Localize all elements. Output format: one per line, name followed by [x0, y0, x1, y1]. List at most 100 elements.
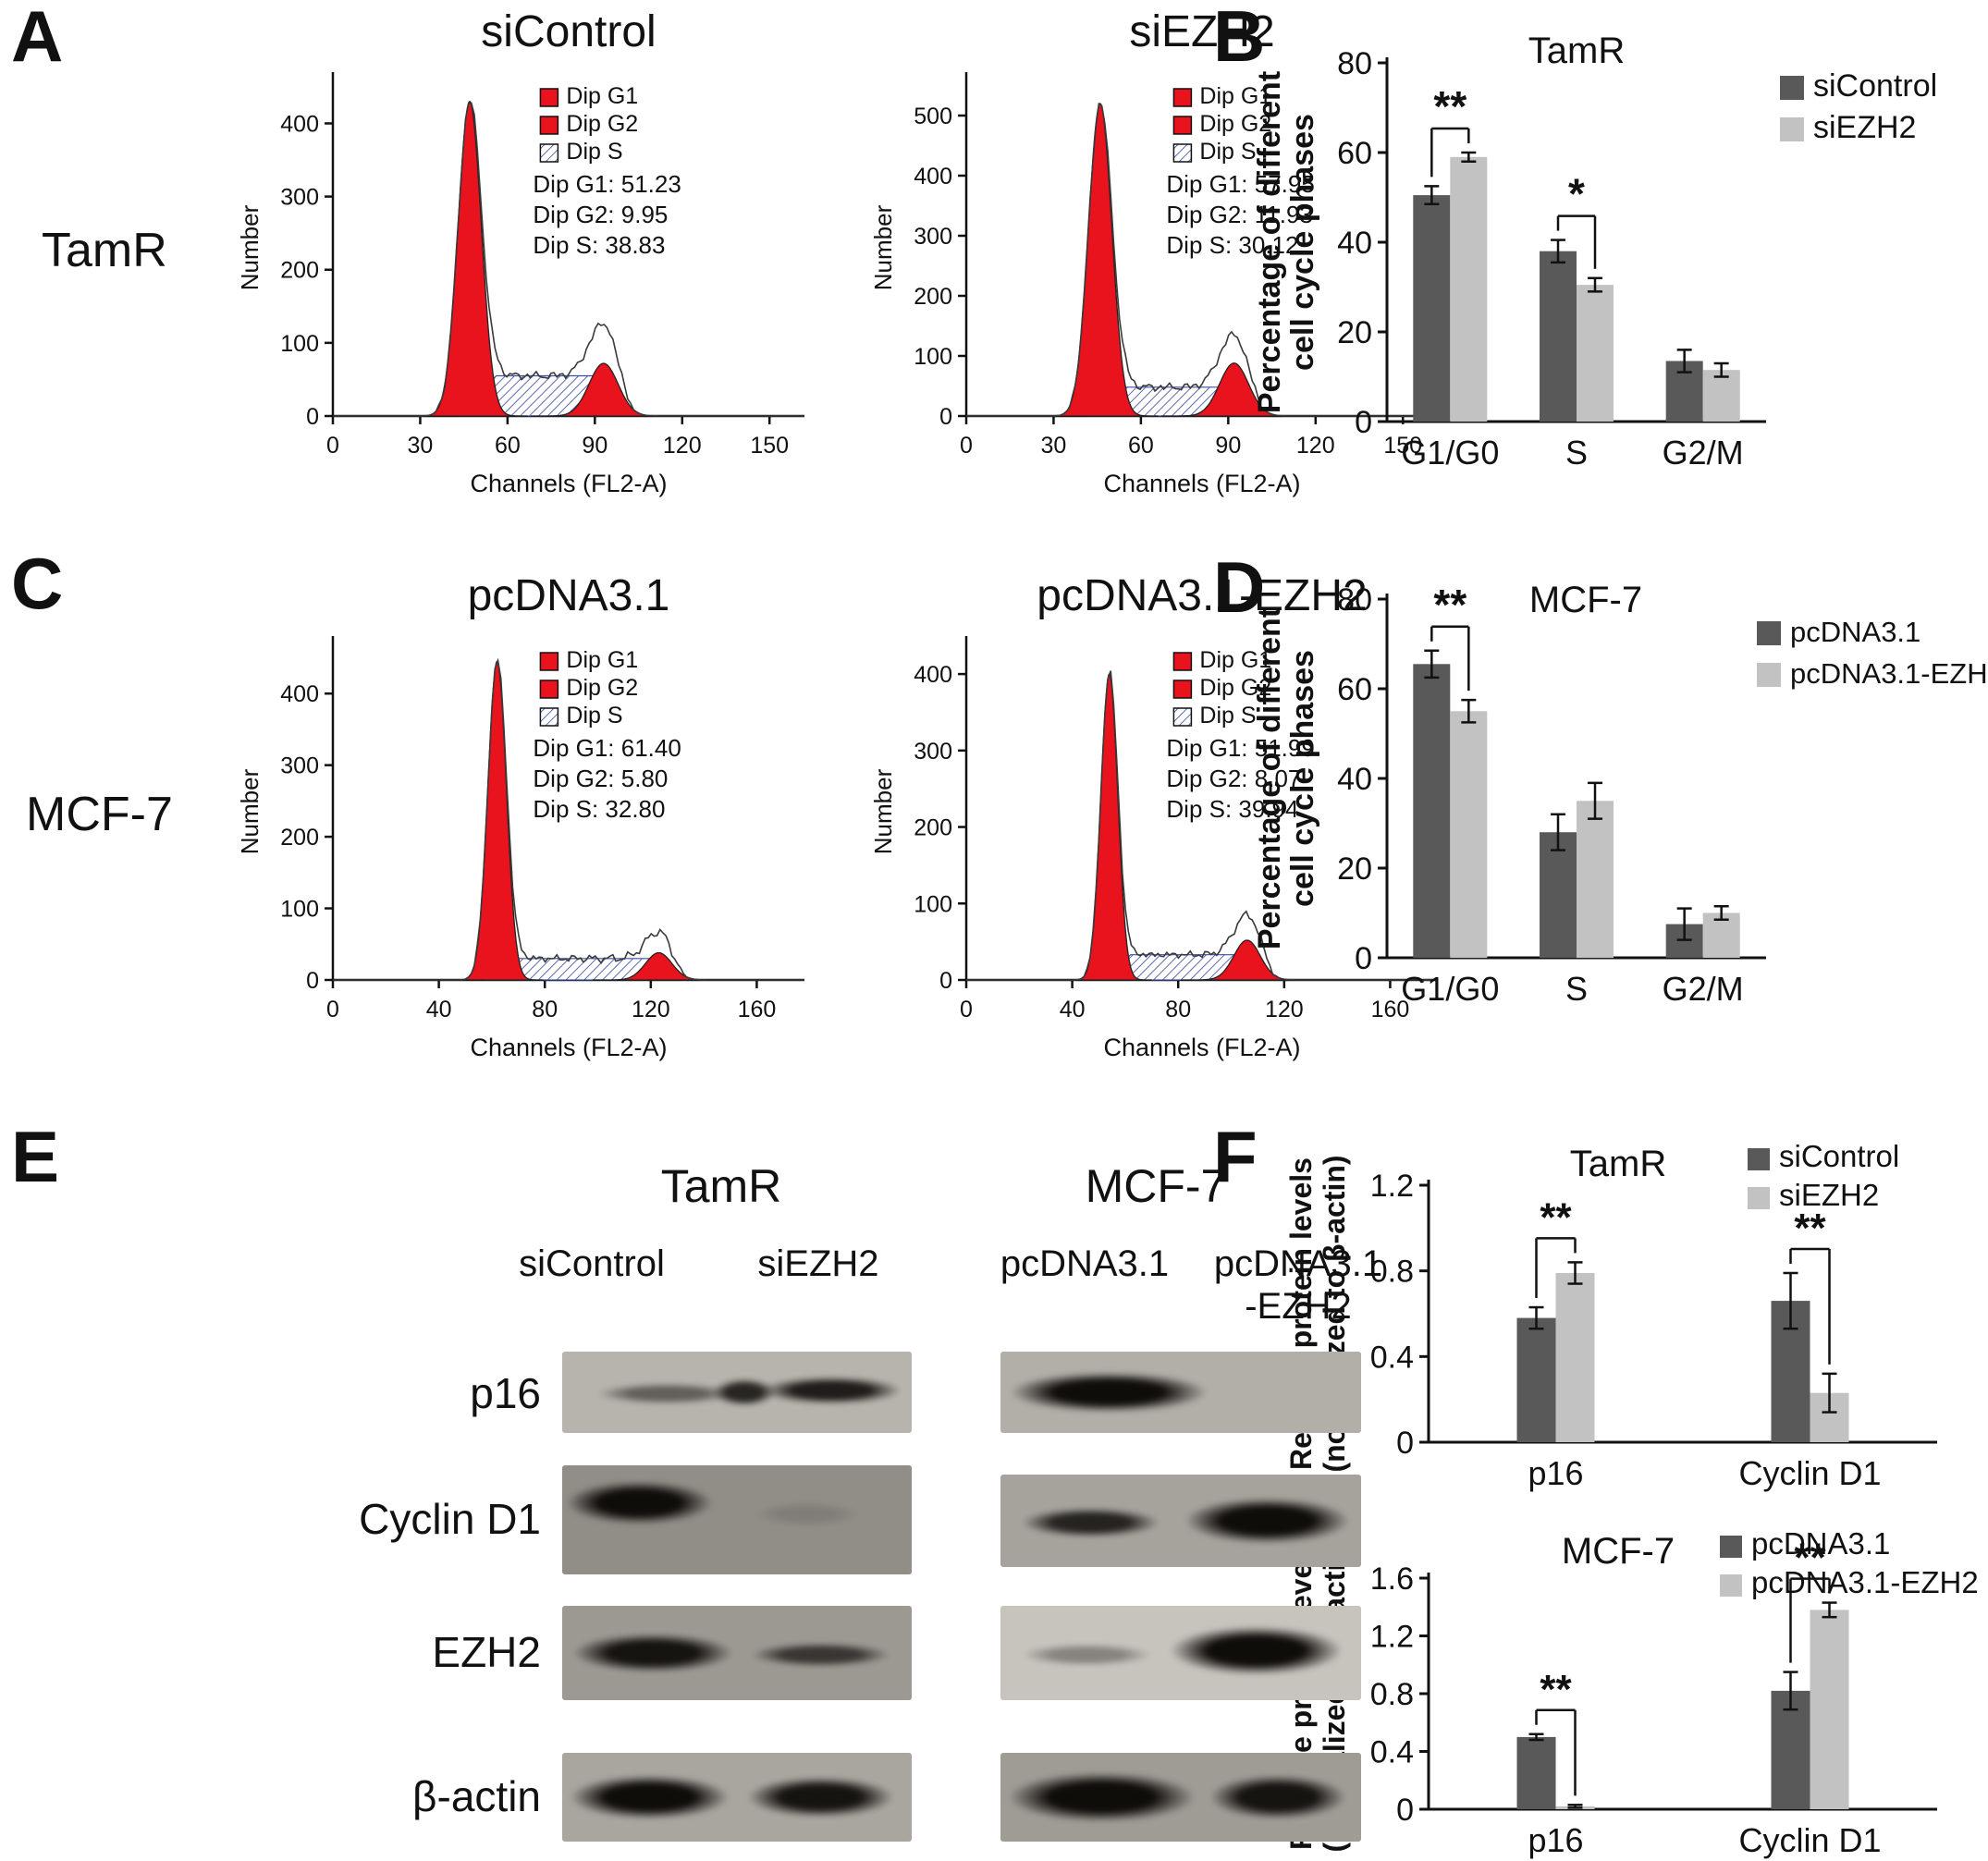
blot-band	[747, 1776, 895, 1818]
flow-histogram-svg: 0 100 200 300 400 0 30 60 90 120 150 Number Channels…	[236, 72, 804, 497]
chart-text: 120	[1296, 433, 1335, 459]
bar	[1540, 832, 1577, 958]
panel-label-d: D	[1213, 546, 1266, 628]
chart-text: 300	[914, 739, 952, 765]
chart-text: 0	[939, 968, 952, 994]
blot-image-p16-tamr	[562, 1352, 912, 1433]
blot-image-ezh2-tamr	[562, 1606, 912, 1700]
significance-marker: **	[1433, 581, 1466, 629]
flow-plot-mcf7-pcdna31: pcDNA3.1 0 100 200 300 400 0 40 80 120 160 Number C…	[227, 569, 818, 1070]
legend-label: pcDNA3.1-EZH2	[1751, 1565, 1979, 1599]
chart-text: 200	[280, 825, 319, 851]
legend-swatch	[1172, 707, 1193, 727]
legend-swatch	[1720, 1574, 1742, 1597]
histogram-region	[1041, 103, 1159, 417]
chart-title: MCF-7	[1529, 580, 1642, 620]
legend-swatch	[1720, 1536, 1742, 1558]
chart-text: 0	[326, 997, 339, 1022]
chart-text: 0	[939, 404, 952, 430]
chart-text: 400	[914, 164, 952, 190]
dip-stat: Dip G1: 61.40	[533, 734, 681, 762]
chart-text: 0.8	[1370, 1255, 1414, 1290]
chart-text: 150	[1383, 433, 1422, 459]
chart-text: 500	[914, 104, 952, 129]
chart-text: 0	[306, 404, 319, 430]
blot-row-label-ezh2: EZH2	[432, 1628, 541, 1676]
chart-text: 90	[1215, 433, 1241, 459]
category-label: p16	[1528, 1821, 1583, 1859]
chart-text: 100	[280, 331, 319, 357]
lane-label-pcdna31-ezh2: pcDNA3.1 -EZH2	[1187, 1243, 1409, 1328]
row-label-tamr: TamR	[42, 224, 167, 277]
chart-text: 0	[1355, 941, 1372, 976]
legend-swatch	[1748, 1187, 1770, 1209]
chart-text: 80	[1337, 582, 1372, 618]
legend-label: siEZH2	[1779, 1178, 1879, 1212]
bar	[1702, 370, 1740, 422]
blot-row-label-bactin: β-actin	[412, 1772, 541, 1820]
category-label: p16	[1528, 1454, 1583, 1492]
flow-plot-tamr-siezh2: siEZH2 0 100 200 300 400 500 0 30 60 90 120 150 Numb…	[860, 6, 1452, 506]
chart-text: 400	[280, 681, 319, 707]
flow-plot-title: pcDNA3.1	[467, 571, 670, 620]
flow-plot-title: pcDNA3.1-EZH2	[1037, 571, 1368, 620]
chart-ylabel: Percentage of different	[1252, 71, 1287, 413]
histogram-region	[450, 660, 544, 981]
legend-swatch	[1757, 663, 1781, 687]
chart-text: 0	[306, 968, 319, 994]
blot-band	[1209, 1775, 1347, 1819]
panel-label-b: B	[1213, 0, 1266, 77]
histogram-trace	[333, 657, 804, 981]
legend-label: Dip S	[566, 703, 622, 728]
chart-text: 40	[1337, 762, 1372, 797]
chart-text: Channels (FL2-A)	[1103, 470, 1300, 497]
legend-swatch	[539, 680, 559, 699]
chart-text: 40	[1337, 226, 1372, 261]
chart-text: 120	[1265, 997, 1304, 1022]
blot-band	[1170, 1626, 1344, 1676]
chart-text: 1.2	[1370, 1169, 1414, 1204]
legend-swatch	[539, 707, 559, 727]
dip-stat: Dip S: 39.94	[1166, 795, 1298, 823]
blot-band	[1184, 1498, 1351, 1544]
chart-text: 300	[280, 185, 319, 211]
chart-ylabel: Number	[236, 204, 264, 290]
chart-title: TamR	[1570, 1144, 1666, 1184]
histogram-trace	[966, 102, 1438, 417]
chart-text: 90	[582, 433, 607, 459]
histogram-region	[411, 100, 528, 417]
legend-label: Dip G2	[1199, 111, 1271, 137]
lane-label-pcdna31: pcDNA3.1	[1000, 1243, 1170, 1284]
chart-text: 20	[1337, 851, 1372, 887]
chart-text: 100	[914, 891, 952, 917]
category-label: G2/M	[1663, 434, 1744, 471]
blot-band	[761, 1377, 902, 1405]
legend-label: pcDNA3.1	[1790, 616, 1921, 648]
category-label: G1/G0	[1401, 434, 1499, 471]
bar	[1450, 711, 1488, 959]
blot-image-bactin-tamr	[562, 1753, 912, 1842]
legend-label: siControl	[1779, 1139, 1899, 1173]
blot-band	[754, 1502, 860, 1527]
chart-text: 60	[1337, 672, 1372, 707]
legend-swatch	[1780, 76, 1804, 100]
legend-swatch	[539, 88, 559, 107]
blot-band	[572, 1633, 734, 1673]
dip-stat: Dip S: 30.12	[1166, 231, 1298, 259]
legend-swatch	[1172, 652, 1193, 671]
dip-stat: Dip G2: 11.93	[1166, 201, 1313, 228]
bar	[1540, 251, 1577, 422]
flow-plot-title: siEZH2	[1129, 7, 1275, 56]
flow-plot-title: siControl	[481, 7, 657, 56]
legend-label: Dip G2	[566, 675, 638, 701]
legend-swatch	[1172, 143, 1193, 163]
legend-label: Dip G1	[566, 647, 638, 673]
blot-band	[1022, 1508, 1160, 1537]
blot-image-p16-mcf7	[1000, 1352, 1361, 1433]
chart-ylabel: Number	[869, 768, 897, 854]
blot-band	[569, 1775, 730, 1819]
bar	[1413, 195, 1451, 422]
